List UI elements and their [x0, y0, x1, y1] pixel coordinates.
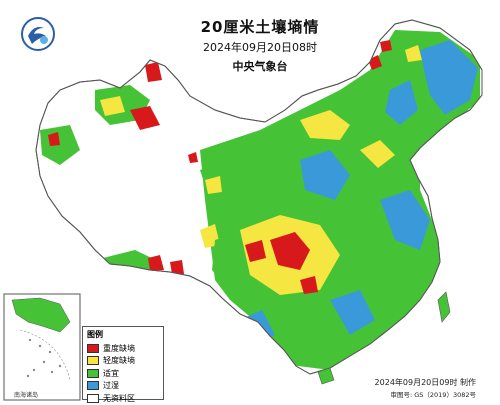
light-dry-xinjiang: [100, 96, 125, 116]
legend-swatch: [87, 381, 99, 391]
suitable-southwest: [212, 232, 245, 285]
map-legend: 图例 重度缺墒 轻度缺墒 适宜 过湿 无资料区: [82, 326, 164, 403]
legend-swatch: [87, 393, 99, 403]
cma-logo-icon: [21, 17, 55, 51]
moist-zone-northeast: [420, 40, 478, 115]
legend-title: 图例: [87, 330, 103, 339]
heavy-dry-central: [270, 232, 310, 270]
legend-label: 过湿: [103, 381, 119, 391]
heavy-dry-xinjiang-west: [48, 132, 60, 146]
light-dry-northeast: [405, 45, 422, 62]
moist-zone-east: [380, 190, 430, 250]
light-dry-qinghai: [205, 176, 222, 194]
legend-item-light-dry: 轻度缺墒: [87, 355, 159, 368]
legend-item-moist: 过湿: [87, 380, 159, 393]
legend-label: 适宜: [103, 368, 119, 378]
map-approval-number: 审图号: GS（2019）3082号: [390, 391, 476, 399]
heavy-dry-xinjiang-2: [130, 106, 160, 130]
hainan-island: [317, 367, 335, 385]
legend-item-heavy-dry: 重度缺墒: [87, 342, 159, 355]
heavy-dry-xinjiang: [145, 62, 162, 82]
legend-swatch: [87, 368, 99, 378]
moist-zone-south: [330, 290, 375, 335]
heavy-dry-northeast-2: [380, 40, 392, 52]
light-dry-north-2: [360, 140, 395, 168]
taiwan-island: [437, 291, 451, 323]
legend-swatch: [87, 356, 99, 366]
legend-item-suitable: 适宜: [87, 367, 159, 380]
moist-zone-central: [300, 150, 350, 200]
heavy-dry-central-2: [245, 240, 266, 262]
legend-label: 无资料区: [103, 393, 135, 403]
legend-item-no-data: 无资料区: [87, 392, 159, 405]
heavy-dry-qinghai: [188, 152, 198, 163]
heavy-dry-south-central: [300, 276, 318, 294]
moist-zone-northeast-2: [385, 80, 418, 125]
heavy-dry-tibet: [148, 255, 164, 271]
legend-swatch: [87, 343, 99, 353]
map-issuer: 中央气象台: [232, 60, 288, 73]
light-dry-north: [300, 110, 350, 140]
heavy-dry-tibet-2: [170, 260, 184, 274]
legend-label: 重度缺墒: [103, 343, 135, 353]
legend-label: 轻度缺墒: [103, 356, 135, 366]
produced-time: 2024年09月20日09时 制作: [374, 378, 476, 387]
inset-caption: 南海诸岛: [14, 392, 39, 399]
map-title: 20厘米土壤墒情: [200, 18, 320, 36]
map-issue-time: 2024年09月20日08时: [203, 41, 317, 54]
